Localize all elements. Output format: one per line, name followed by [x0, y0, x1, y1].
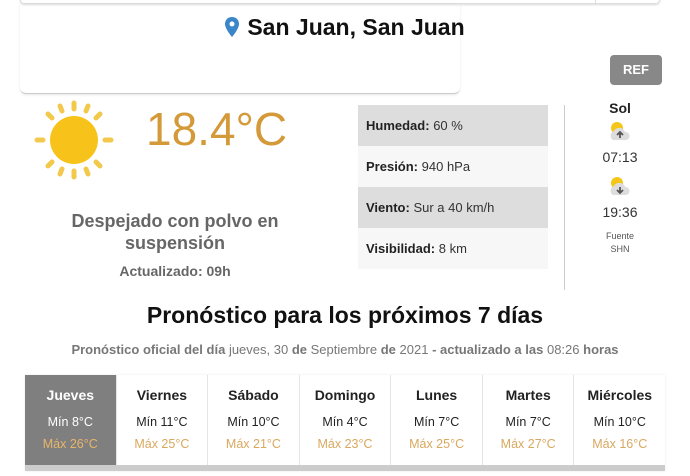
day-tab-lunes[interactable]: Lunes Mín 7°C Máx 25°C [391, 375, 483, 465]
day-tab-sabado[interactable]: Sábado Mín 10°C Máx 21°C [208, 375, 300, 465]
stat-visibility: Visibilidad: 8 km [358, 228, 548, 269]
sun-times: Sol 07:13 19:36 Fuente SHN [580, 100, 660, 256]
stat-wind: Viento: Sur a 40 km/h [358, 187, 548, 228]
sunset-time: 19:36 [602, 204, 638, 220]
weather-description: Despejado con polvo en suspensión [71, 211, 279, 253]
source-value: SHN [610, 244, 630, 254]
day-tab-miercoles[interactable]: Miércoles Mín 10°C Máx 16°C [587, 387, 653, 451]
day-tab-viernes[interactable]: Viernes Mín 11°C Máx 25°C [117, 375, 209, 465]
sunset-icon [610, 177, 630, 195]
refresh-button[interactable]: REF [610, 55, 662, 85]
current-temperature: 18.4°C [146, 103, 288, 155]
day-tab-domingo[interactable]: Domingo Mín 4°C Máx 23°C [300, 375, 392, 465]
stats-table: Humedad: 60 % Presión: 940 hPa Viento: S… [358, 105, 548, 269]
sun-heading: Sol [609, 100, 631, 116]
map-pin-icon [225, 17, 240, 37]
location-name: San Juan, San Juan [247, 14, 465, 40]
updated-time: Actualizado: 09h [119, 263, 231, 279]
forecast-heading: Pronóstico para los próximos 7 días [146, 302, 544, 328]
location-title: San Juan, San Juan [0, 14, 690, 41]
sunrise-icon [610, 122, 630, 140]
stat-pressure: Presión: 940 hPa [358, 146, 548, 187]
divider [595, 0, 596, 5]
forecast-subtitle: Pronóstico oficial del día jueves, 30 de… [71, 342, 619, 357]
divider [564, 105, 565, 290]
day-tab-martes[interactable]: Martes Mín 7°C Máx 27°C [483, 375, 575, 465]
sunrise-time: 07:13 [602, 149, 638, 165]
day-tab-jueves[interactable]: Jueves Mín 8°C Máx 26°C [25, 375, 117, 465]
source-label: Fuente [605, 231, 635, 241]
forecast-days: Jueves Mín 8°C Máx 26°C Viernes Mín 11°C Máx… [25, 375, 665, 471]
stat-humidity: Humedad: 60 % [358, 105, 548, 146]
sun-icon [34, 100, 114, 180]
location-card [20, 4, 460, 94]
